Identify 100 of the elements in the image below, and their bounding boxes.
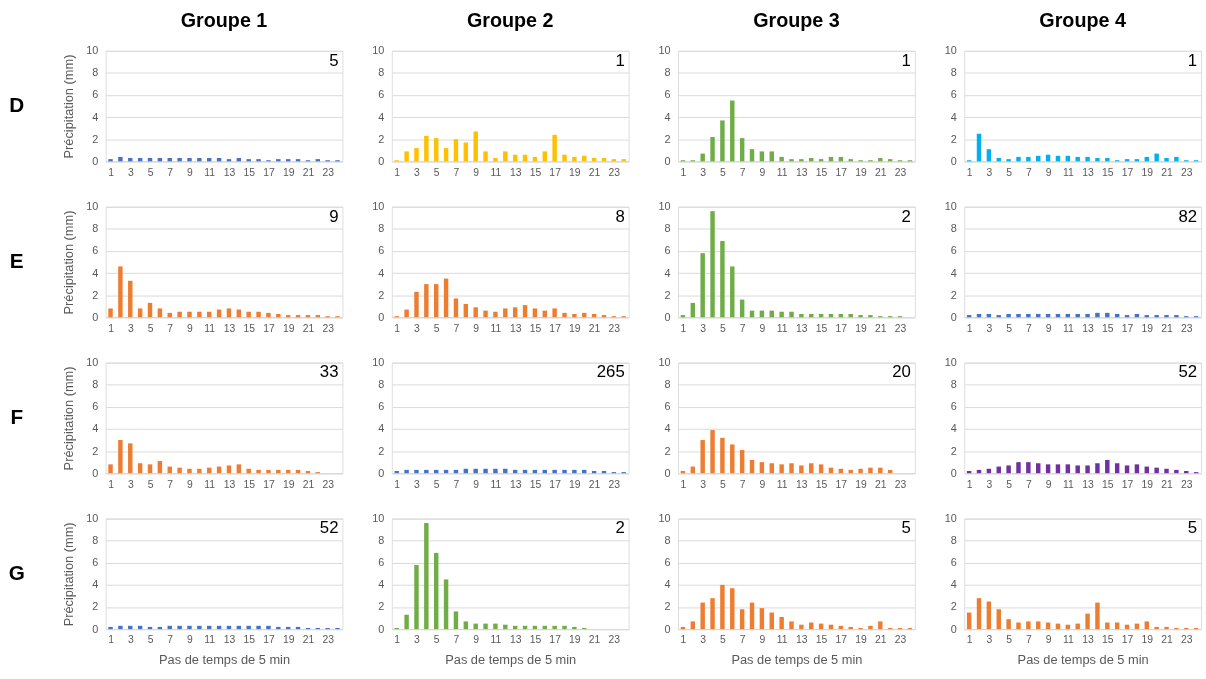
bar [809,463,814,474]
bar [996,609,1001,630]
x-tick-label: 21 [588,634,601,646]
x-tick-label: 7 [167,478,174,490]
y-tick-label: 0 [92,154,99,167]
x-tick-label: 1 [394,478,401,490]
bar [710,430,715,474]
y-tick-label: 0 [378,154,385,167]
x-tick-label: 1 [680,478,687,490]
y-tick-label: 10 [944,356,957,369]
x-tick-label: 17 [1121,322,1134,334]
annotation: 5 [329,50,339,70]
bar [157,308,163,318]
bar [532,308,538,318]
x-tick-label: 21 [302,634,315,646]
bar [759,462,765,474]
x-tick-label: 11 [776,634,788,646]
y-tick-label: 2 [950,132,957,145]
y-tick-label: 6 [950,244,957,257]
x-tick-label: 5 [433,166,440,178]
bar [453,298,459,318]
x-tick-label: 13 [796,322,808,334]
bar [1075,623,1080,630]
y-tick-label: 8 [378,66,385,79]
y-tick-label: 6 [92,556,99,569]
x-tick-label: 1 [966,166,973,178]
y-tick-label: 2 [92,132,99,145]
x-tick-label: 9 [473,322,480,334]
x-tick-label: 23 [1180,166,1193,178]
y-tick-label: 10 [944,200,957,213]
x-tick-label: 11 [1062,634,1074,646]
x-tick-label: 1 [394,634,401,646]
x-tick-label: 5 [1006,478,1013,490]
bar [177,467,182,474]
bar [226,465,232,474]
bar [739,609,745,630]
bar [789,311,794,318]
y-tick-label: 8 [950,222,957,235]
bar [730,444,735,474]
x-tick-label: 19 [282,166,295,178]
y-tick-label: 6 [664,400,671,413]
x-tick-label: 9 [759,634,766,646]
x-tick-label: 5 [147,166,154,178]
x-tick-label: 21 [1161,478,1174,490]
y-tick-label: 6 [950,88,957,101]
x-tick-label: 13 [509,634,522,646]
bar [433,552,439,630]
x-tick-label: 13 [796,634,808,646]
x-tick-label: 3 [986,166,993,178]
x-tick-label: 23 [322,478,335,490]
bar [720,120,725,162]
y-tick-label: 8 [664,534,671,547]
x-tick-label: 17 [1121,166,1134,178]
bar [246,468,251,474]
annotation: 33 [319,362,339,382]
x-tick-label: 15 [243,634,256,646]
y-tick-label: 8 [664,378,671,391]
bar [779,464,784,474]
y-tick-label: 0 [950,154,957,167]
bar [256,469,261,474]
bar [858,315,863,318]
bar [789,463,794,474]
x-tick-label: 21 [1161,166,1174,178]
y-tick-label: 4 [664,578,671,591]
bar [700,602,705,630]
x-tick-label: 13 [509,322,522,334]
x-tick-label: 5 [1006,634,1013,646]
y-tick-label: 6 [378,244,385,257]
x-tick-label: 15 [529,478,542,490]
x-tick-label: 23 [1180,478,1193,490]
x-tick-label: 19 [855,634,868,646]
y-tick-label: 4 [378,578,385,591]
bar [789,159,794,162]
bar [493,623,498,630]
x-tick-label: 7 [739,634,746,646]
x-tick-label: 21 [1161,322,1174,334]
x-tick-label: 5 [147,478,154,490]
bar [986,601,992,630]
x-tick-label: 15 [815,166,828,178]
y-tick-label: 2 [92,288,99,301]
bar [858,468,863,474]
x-tick-label: 3 [414,634,421,646]
y-tick-label: 2 [664,288,671,301]
x-tick-label: 11 [1062,322,1074,334]
x-tick-label: 1 [108,634,115,646]
bar [572,156,577,162]
x-tick-label: 23 [322,166,335,178]
x-axis-title: Pas de temps de 5 min [1017,651,1149,667]
x-tick-label: 1 [108,166,115,178]
bar [769,151,774,162]
x-tick-label: 11 [776,166,788,178]
y-tick-label: 6 [378,400,385,413]
x-tick-label: 7 [1025,634,1032,646]
y-tick-label: 10 [372,200,385,213]
x-tick-label: 17 [263,166,275,178]
x-tick-label: 9 [187,634,194,646]
x-tick-label: 13 [796,166,808,178]
x-tick-label: 15 [529,166,542,178]
x-tick-label: 17 [549,634,562,646]
bar [118,266,123,318]
